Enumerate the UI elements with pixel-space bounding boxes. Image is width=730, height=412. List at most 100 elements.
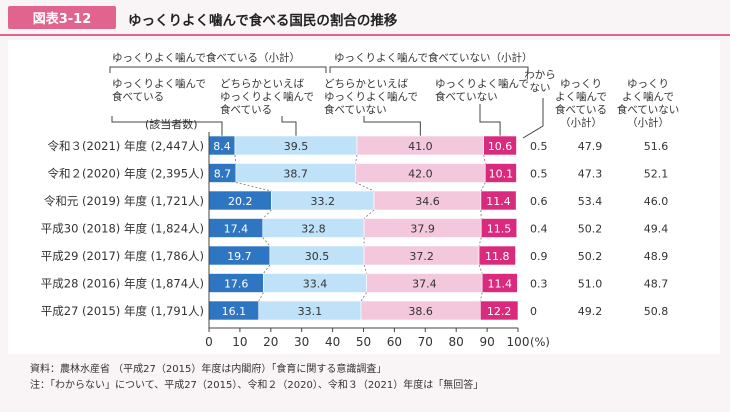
legend-leader-series-2 [281,116,297,136]
legend-label-series-4-line-1: ゆっくりよく噛んで [435,77,529,90]
category-label: 平成29 (2017) 年度 (1,786人) [41,249,204,263]
unknown-value-label: 0 [530,305,537,318]
legend-label-series-5-line-2: ない [530,82,551,94]
figure-title: ゆっくりよく噛んで食べる国民の割合の推移 [128,13,398,29]
subtotal-eating-value: 49.2 [578,305,603,318]
bar-value-label: 37.9 [410,223,435,236]
bar-value-label: 33.4 [303,278,328,291]
segment-connector [263,264,271,274]
segment-connector [234,154,237,164]
legend-leader-series-4 [479,104,501,136]
x-tick-label: 0 [205,335,213,349]
legend-group-not-eating-slowly: ゆっくりよく噛んで食べていない（小計） [334,51,533,64]
segment-connector [262,237,271,247]
legend-label-series-4-line-2: 食べていない [435,90,498,103]
bar-value-label: 41.0 [408,140,433,153]
stacked-bar-chart: ゆっくりよく噛んで食べている（小計） ゆっくりよく噛んで食べていない（小計）ゆっく… [41,51,680,349]
subtotal-eating-value: 51.0 [578,278,603,291]
subtotal-eating-value: 53.4 [578,195,603,208]
segment-connector [363,264,367,274]
legend-label-subtotal-not-eating-line-1: ゆっくり [627,78,669,90]
source-note: 資料：農林水産省 （平成27（2015）年度は内閣府）「食育に関する意識調査」 [30,364,387,375]
legend-bracket-left [109,66,327,73]
legend-leader-series-3 [363,116,421,136]
bar-value-label: 16.1 [222,305,247,318]
bar-value-label: 11.4 [488,278,513,291]
x-tick-label: 50 [356,335,371,349]
legend-label-series-2-line-1: どちらかといえば [220,78,304,90]
bar-value-label: 37.2 [409,250,434,263]
subtotal-not-eating-value: 52.1 [644,168,669,181]
legend-leader-series-1 [111,116,223,136]
segment-connector [479,292,483,302]
bar-segment [480,190,517,211]
category-label: 平成28 (2016) 年度 (1,874人) [41,277,204,291]
x-tick-label: 70 [418,335,433,349]
legend-label-subtotal-eating-line-4: （小計） [560,116,602,129]
footnote: 注：「わからない」について、平成27（2015）、令和２（2020）、令和３（2… [30,380,484,391]
x-tick-label: 100 [507,335,530,349]
segment-connector [478,237,482,247]
legend-label-series-1-line-1: ゆっくりよく噛んで [112,77,206,90]
subtotal-not-eating-value: 50.8 [644,305,669,318]
segment-connector [478,264,483,274]
category-label: 令和元 (2019) 年度 (1,721人) [44,194,204,208]
segment-connector [262,209,272,219]
bar-value-label: 30.5 [305,250,330,263]
bar-value-label: 11.8 [485,250,510,263]
segment-connector [355,154,358,164]
chart-panel: ゆっくりよく噛んで食べている（小計） ゆっくりよく噛んで食べていない（小計） ゆっく… [8,40,720,354]
legend-label-subtotal-eating-line-1: ゆっくり [560,78,602,90]
bar-value-label: 38.6 [408,305,433,318]
unknown-value-label: 0.3 [530,278,548,291]
x-tick-label: 40 [325,335,340,349]
legend-label-series-2-line-2: ゆっくりよく噛んで [220,90,314,103]
legend-label-series-5-line-1: わから [524,69,556,81]
subtotal-eating-value: 47.9 [578,140,603,153]
segment-connector [480,182,486,192]
bar-value-label: 8.7 [214,168,232,181]
legend-label-subtotal-eating-line-2: よく噛んで [555,90,607,103]
bar-value-label: 42.0 [408,168,433,181]
unknown-value-label: 0.9 [530,250,548,263]
bar-value-label: 10.6 [488,140,513,153]
bar-value-label: 10.1 [489,168,514,181]
x-tick-label: 10 [232,335,247,349]
legend-label-series-3-line-2: ゆっくりよく噛んで [324,90,418,103]
segment-connector [363,209,375,219]
unknown-value-label: 0.5 [530,168,548,181]
legend-label-series-2-line-3: 食べている [220,103,272,116]
legend-label-series-3-line-1: どちらかといえば [324,78,408,90]
subtotal-not-eating-value: 46.0 [644,195,669,208]
bar-value-label: 17.4 [224,223,249,236]
legend-bracket-right [329,66,529,73]
unknown-value-label: 0.6 [530,195,548,208]
x-tick-label: 20 [263,335,278,349]
x-tick-label: 60 [387,335,402,349]
bar-value-label: 33.1 [298,305,323,318]
legend-label-subtotal-not-eating-line-4: （小計） [627,116,669,129]
segment-connector [235,182,272,192]
segment-connector [360,292,367,302]
bar-value-label: 11.4 [486,195,511,208]
bar-value-label: 19.7 [227,250,252,263]
legend-group-eating-slowly: ゆっくりよく噛んで食べている（小計） [112,51,300,64]
header-divider [0,34,730,36]
unknown-value-label: 0.5 [530,140,548,153]
bar-segment [484,163,517,183]
unknown-value-label: 0.4 [530,223,548,236]
x-tick-label: 80 [449,335,464,349]
legend-label-subtotal-eating-line-3: 食べている [555,103,607,116]
bar-value-label: 33.2 [310,195,335,208]
figure-header: 図表3-12 ゆっくりよく噛んで食べる国民の割合の推移 [0,0,730,36]
segment-connector [483,154,486,164]
category-label: 平成30 (2018) 年度 (1,824人) [41,222,204,236]
bar-segment [483,135,517,156]
category-label: 平成27 (2015) 年度 (1,791人) [41,304,204,318]
legend-label-subtotal-not-eating-line-2: よく噛んで [622,90,674,103]
bar-value-label: 20.2 [228,195,253,208]
bar-value-label: 8.4 [213,140,231,153]
subtotal-eating-value: 47.3 [578,168,603,181]
segment-connector [355,182,375,192]
legend-label-subtotal-not-eating-line-3: 食べていない [617,103,680,116]
